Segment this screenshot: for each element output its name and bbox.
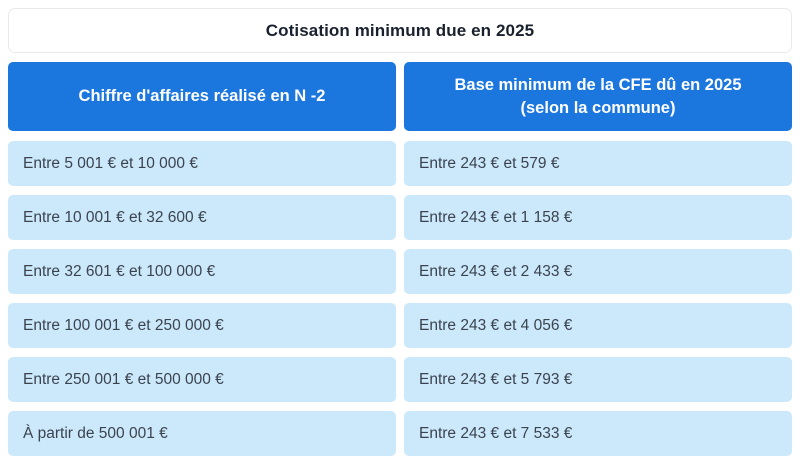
table-cell-row2-ca: Entre 10 001 € et 32 600 € (8, 195, 396, 240)
table-body: Entre 5 001 € et 10 000 € Entre 243 € et… (8, 141, 792, 456)
table-cell-row6-base: Entre 243 € et 7 533 € (404, 411, 792, 456)
table-cell-row6-ca: À partir de 500 001 € (8, 411, 396, 456)
table-cell-row4-ca: Entre 100 001 € et 250 000 € (8, 303, 396, 348)
table-cell-row3-base: Entre 243 € et 2 433 € (404, 249, 792, 294)
table-header-row: Chiffre d'affaires réalisé en N -2 Base … (8, 62, 792, 131)
table-cell-row5-base: Entre 243 € et 5 793 € (404, 357, 792, 402)
column-header-chiffre-affaires: Chiffre d'affaires réalisé en N -2 (8, 62, 396, 131)
column-header-base-minimum-cfe: Base minimum de la CFE dû en 2025 (selon… (404, 62, 792, 131)
table-cell-row4-base: Entre 243 € et 4 056 € (404, 303, 792, 348)
table-title-bar: Cotisation minimum due en 2025 (8, 8, 792, 53)
table-cell-row5-ca: Entre 250 001 € et 500 000 € (8, 357, 396, 402)
table-cell-row3-ca: Entre 32 601 € et 100 000 € (8, 249, 396, 294)
table-title: Cotisation minimum due en 2025 (265, 20, 535, 40)
table-cell-row2-base: Entre 243 € et 1 158 € (404, 195, 792, 240)
table-cell-row1-base: Entre 243 € et 579 € (404, 141, 792, 186)
table-cell-row1-ca: Entre 5 001 € et 10 000 € (8, 141, 396, 186)
